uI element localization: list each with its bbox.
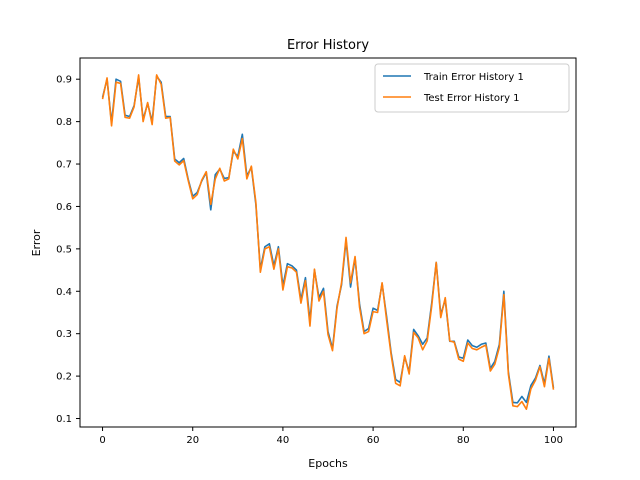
y-tick-label: 0.5: [56, 244, 72, 255]
x-tick-label: 20: [186, 435, 199, 446]
x-tick-label: 80: [457, 435, 470, 446]
legend-label-train: Train Error History 1: [423, 72, 524, 83]
y-tick-label: 0.4: [56, 287, 72, 298]
x-tick-label: 0: [99, 435, 105, 446]
plot-area-frame: [79, 57, 577, 428]
legend-label-test: Test Error History 1: [423, 93, 520, 104]
series-line-test: [101, 74, 555, 410]
legend: Train Error History 1 Test Error History…: [374, 63, 570, 113]
chart-title: Error History: [287, 38, 369, 53]
y-axis-ticks: 0.1 0.2 0.3 0.4 0.5 0.6 0.7 0.8 0.9: [56, 75, 80, 425]
legend-box: [374, 63, 570, 113]
y-tick-label: 0.3: [56, 329, 72, 340]
x-axis-label: Epochs: [308, 457, 348, 470]
y-tick-label: 0.7: [56, 160, 72, 171]
x-tick-label: 60: [367, 435, 380, 446]
y-axis-label: Error: [30, 229, 43, 256]
y-tick-label: 0.8: [56, 117, 72, 128]
y-tick-label: 0.9: [56, 75, 72, 86]
y-tick-label: 0.1: [56, 414, 72, 425]
y-tick-label: 0.6: [56, 202, 72, 213]
x-tick-label: 100: [544, 435, 563, 446]
plot-lines: [101, 74, 555, 410]
y-tick-label: 0.2: [56, 372, 72, 383]
x-axis-ticks: 0 20 40 60 80 100: [99, 427, 563, 446]
x-tick-label: 40: [277, 435, 290, 446]
